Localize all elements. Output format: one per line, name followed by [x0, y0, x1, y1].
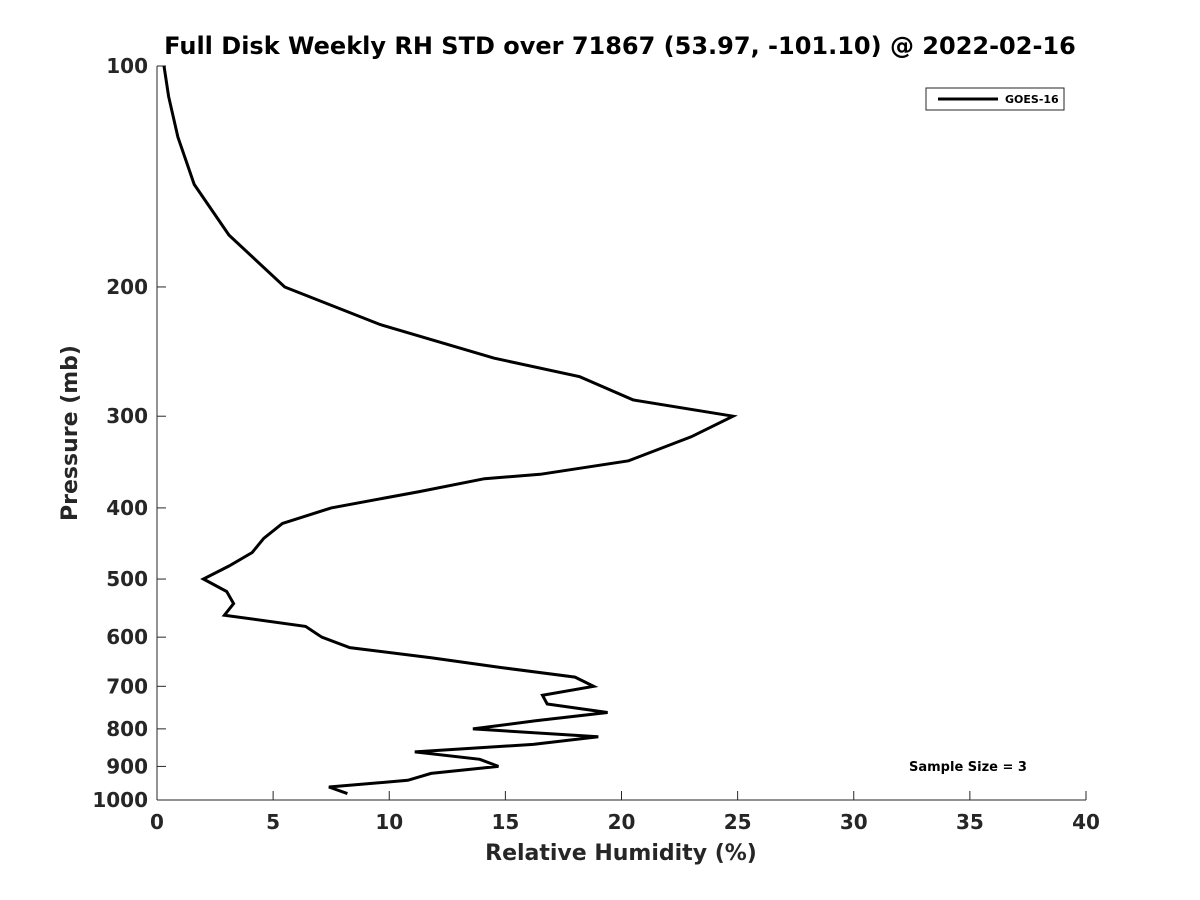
x-tick-label: 0	[150, 810, 164, 834]
x-tick-label: 5	[266, 810, 280, 834]
series-layer	[162, 65, 738, 796]
y-tick-label: 600	[106, 625, 148, 649]
x-tick-label: 40	[1072, 810, 1100, 834]
y-tick-label: 700	[106, 674, 148, 698]
y-tick-label: 200	[106, 275, 148, 299]
x-tick-label: 30	[840, 810, 868, 834]
x-tick-label: 20	[608, 810, 636, 834]
legend-label-goes-16: GOES-16	[1005, 93, 1059, 106]
series-line-goes-16	[162, 65, 738, 796]
x-tick-label: 35	[956, 810, 984, 834]
sample-size-annotation: Sample Size = 3	[909, 760, 1027, 775]
legend: GOES-16	[925, 87, 1065, 111]
y-tick-label: 900	[106, 754, 148, 778]
y-tick-label: 800	[106, 717, 148, 741]
x-axis-label: Relative Humidity (%)	[485, 841, 757, 866]
x-ticks: 0 5 10 15 20 25 30 35 40	[150, 791, 1100, 834]
y-tick-label: 300	[106, 404, 148, 428]
x-tick-label: 10	[375, 810, 403, 834]
y-axis-label: Pressure (mb)	[58, 345, 83, 521]
y-tick-label: 400	[106, 496, 148, 520]
y-tick-label: 100	[106, 54, 148, 78]
x-tick-label: 25	[724, 810, 752, 834]
chart-title: Full Disk Weekly RH STD over 71867 (53.9…	[164, 32, 1076, 60]
x-tick-label: 15	[491, 810, 519, 834]
y-ticks: 100 200 300 400 500 600 700 800 900 1000	[92, 54, 166, 812]
y-tick-label: 1000	[92, 788, 148, 812]
y-tick-label: 500	[106, 567, 148, 591]
